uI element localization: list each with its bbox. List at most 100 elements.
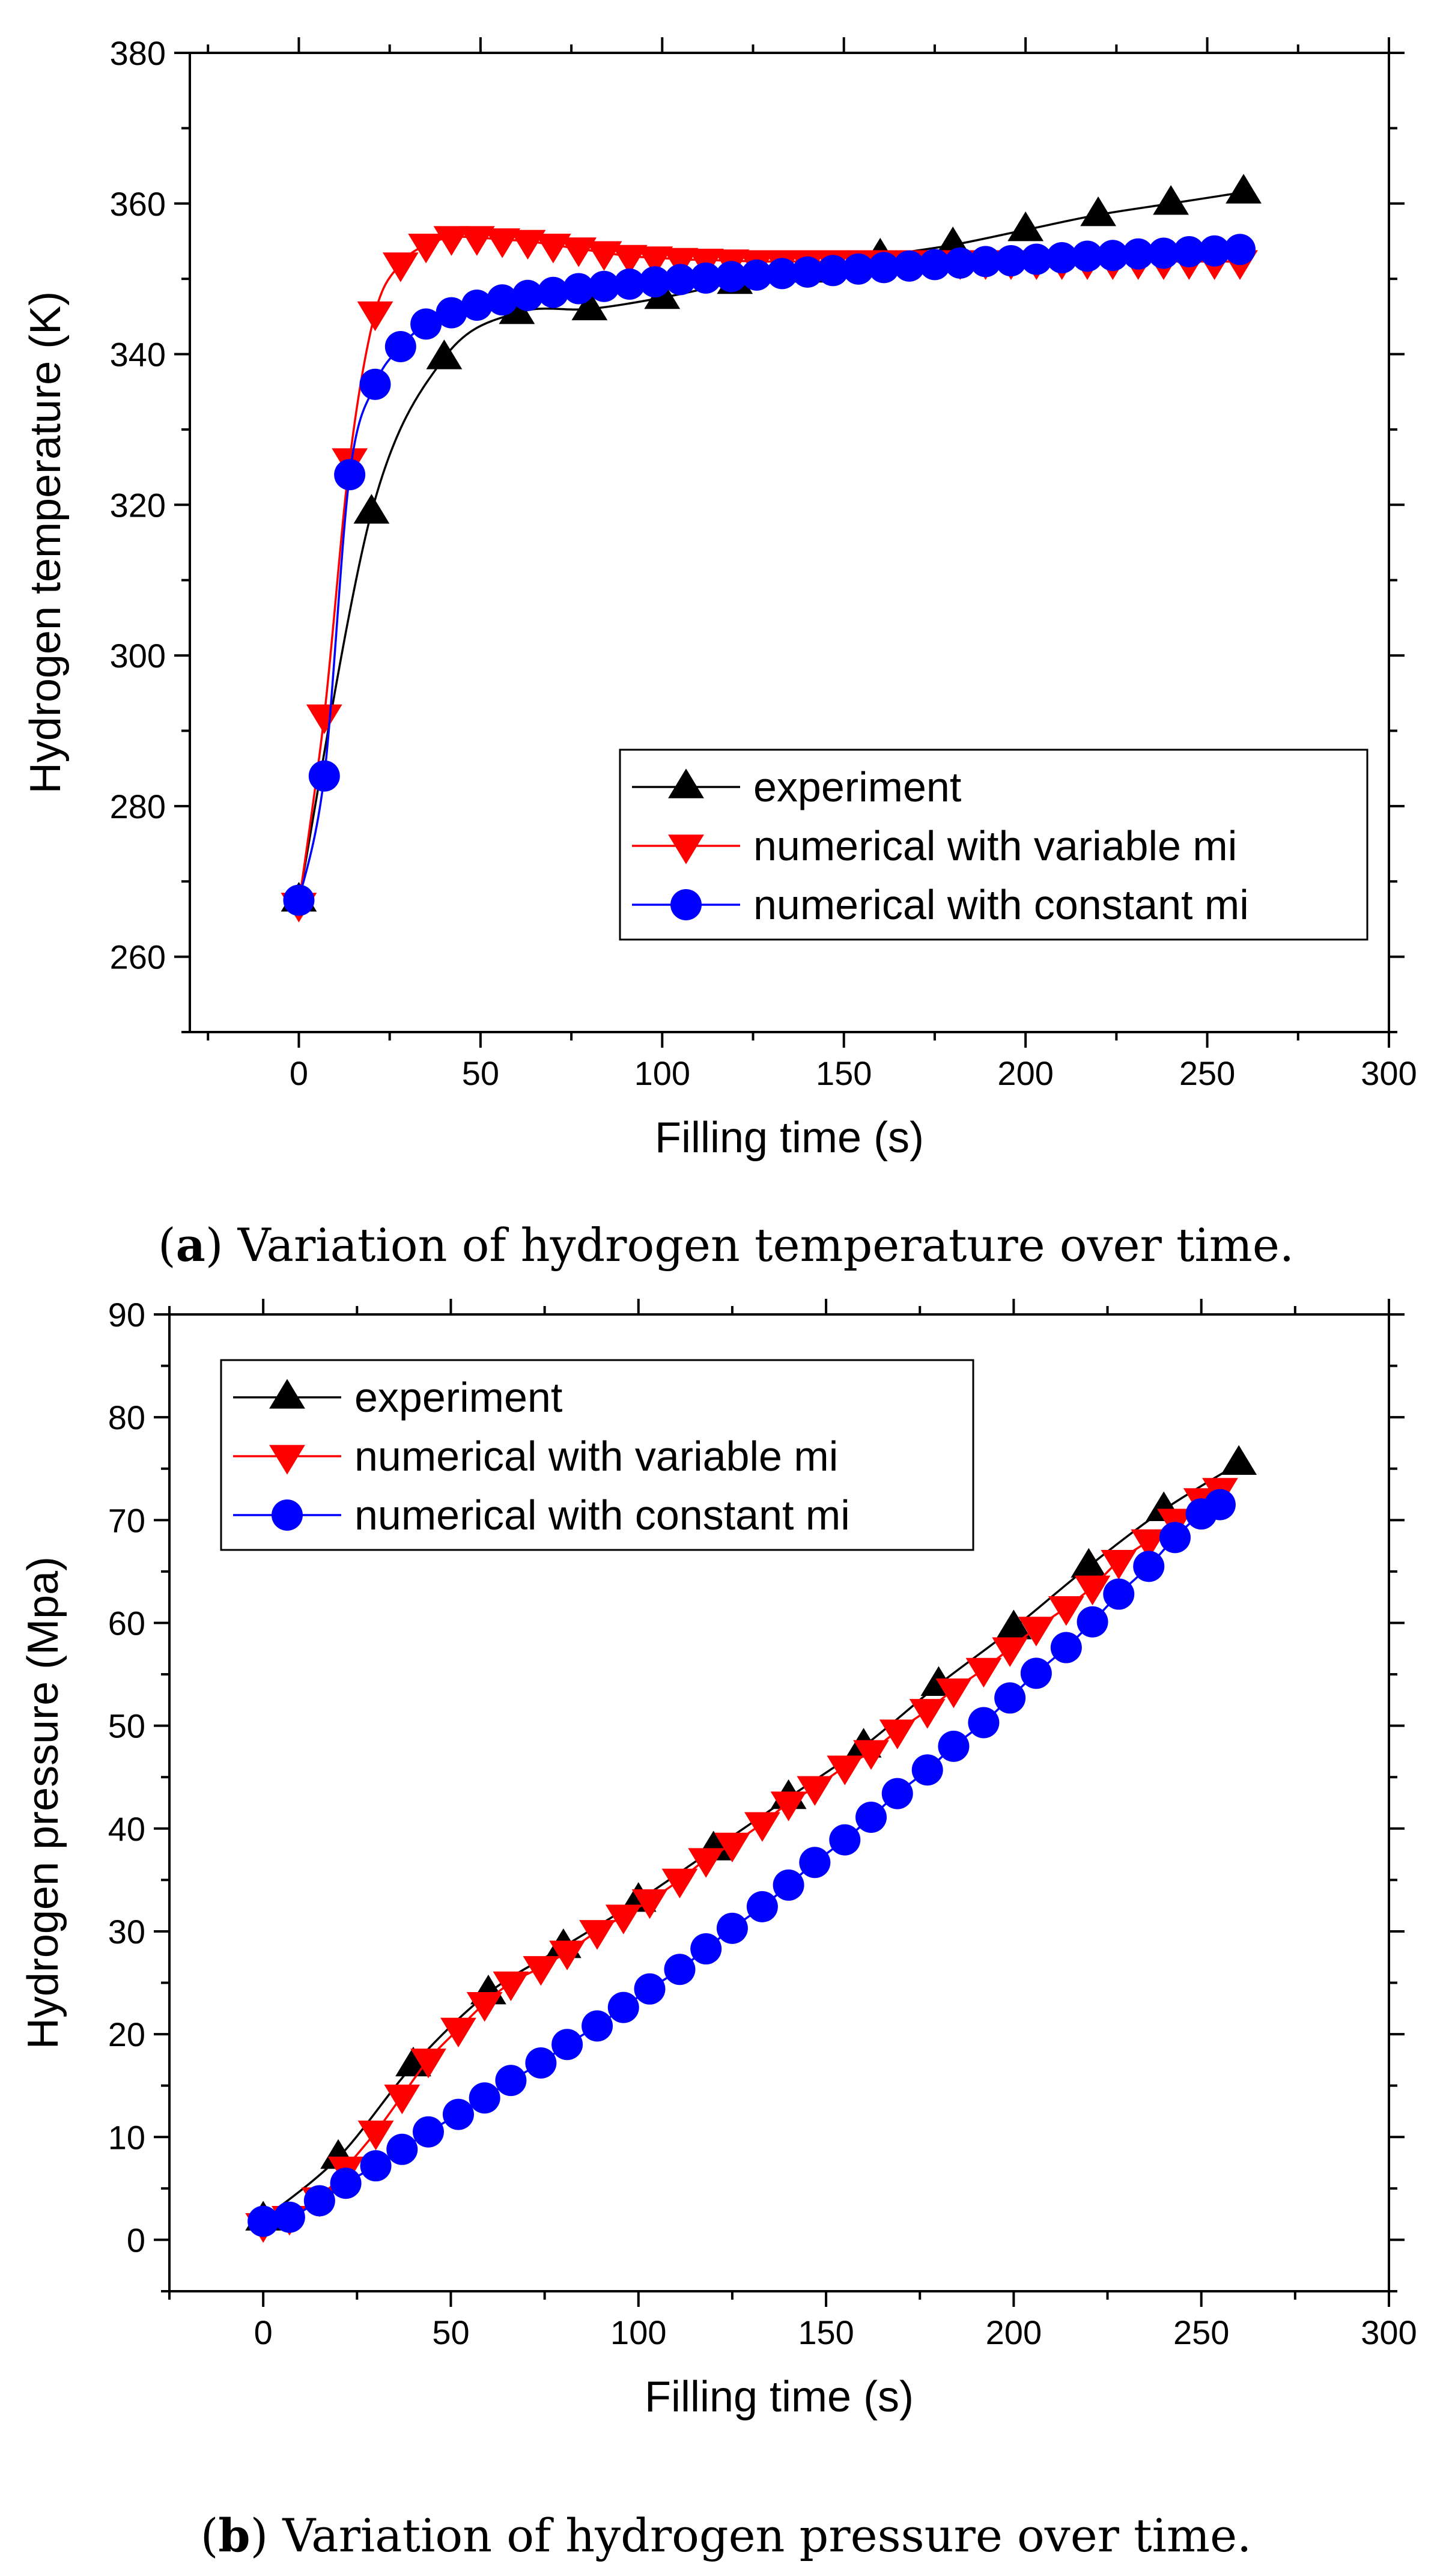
x-tick-label: 200 [997, 1054, 1053, 1092]
y-tick-label: 300 [110, 637, 166, 675]
data-point [1133, 1551, 1165, 1582]
data-point [537, 276, 569, 308]
caption-a-text: Variation of hydrogen temperature over t… [237, 1218, 1294, 1272]
data-point [893, 250, 925, 282]
caption-b-text: Variation of hydrogen pressure over time… [282, 2509, 1252, 2562]
data-point [1226, 174, 1262, 204]
data-point [662, 248, 699, 278]
data-point [639, 266, 671, 298]
series-numerical-with-constant-mi [248, 1489, 1236, 2237]
y-tick-label: 280 [110, 788, 166, 825]
x-tick-label: 300 [1361, 2313, 1417, 2351]
data-point [611, 245, 648, 275]
data-point [881, 1778, 913, 1809]
y-tick-label: 340 [110, 336, 166, 374]
data-point [770, 1791, 807, 1821]
data-point [688, 1848, 724, 1878]
legend-label: numerical with constant mi [354, 1492, 850, 1539]
data-point [817, 255, 849, 287]
data-point [1097, 240, 1129, 272]
plot-frame [168, 1313, 1390, 2292]
data-point [1046, 242, 1078, 274]
data-point [1204, 1489, 1236, 1520]
data-point [308, 760, 340, 792]
x-tick-label: 0 [254, 2313, 273, 2351]
data-point [1007, 211, 1044, 242]
data-point [357, 301, 393, 332]
legend-marker [272, 1499, 303, 1531]
caption-a: (a) Variation of hydrogen temperature ov… [158, 1218, 1294, 1272]
data-point [714, 1832, 750, 1863]
data-point [746, 1891, 778, 1922]
data-point [664, 264, 696, 296]
data-point [842, 253, 874, 285]
data-point [1103, 1578, 1135, 1610]
x-tick-label: 100 [634, 1054, 690, 1092]
data-point [1198, 235, 1230, 267]
data-point [1018, 1617, 1054, 1647]
legend-label: numerical with variable mi [753, 822, 1237, 869]
data-point [426, 339, 463, 369]
data-point [303, 2185, 335, 2217]
data-point [605, 1904, 642, 1934]
y-tick-label: 320 [110, 486, 166, 524]
data-point [579, 1920, 615, 1950]
legend-label: numerical with variable mi [354, 1433, 838, 1480]
data-point [458, 226, 495, 256]
data-point [634, 1973, 666, 2005]
legend-label: numerical with constant mi [753, 881, 1249, 928]
chart-temperature: 0 50 100 150 200 250 300 260 280 300 320 340 360 380 F… [22, 34, 1417, 1162]
data-point [306, 704, 342, 735]
data-point [792, 256, 824, 288]
y-tick-label: 30 [108, 1913, 145, 1951]
data-point [994, 1682, 1026, 1714]
legend-marker [668, 768, 704, 798]
data-point [607, 1991, 639, 2023]
data-point [273, 2201, 305, 2233]
data-point [330, 2167, 362, 2199]
plot-frame [189, 52, 1390, 1033]
data-point [525, 2047, 557, 2079]
data-point [1131, 1529, 1167, 1560]
data-point [509, 229, 546, 260]
data-point [799, 1847, 831, 1879]
data-point [637, 246, 673, 276]
data-point [744, 1812, 780, 1842]
data-point [382, 252, 419, 282]
caption-a-tag: a [175, 1218, 205, 1272]
y-tick-label: 360 [110, 185, 166, 223]
data-point [965, 1657, 1002, 1688]
series-line [263, 1504, 1221, 2223]
y-axis-title: Hydrogen pressure (Mpa) [19, 1557, 67, 2049]
data-point [1159, 1522, 1191, 1554]
x-axis-title: Filling time (s) [645, 2373, 914, 2421]
y-tick-label: 0 [127, 2221, 145, 2259]
data-point [664, 1954, 696, 1985]
data-point [661, 1868, 698, 1898]
x-tick-label: 250 [1179, 1054, 1235, 1092]
data-point [1071, 1548, 1107, 1578]
data-point [410, 2049, 446, 2079]
data-point [1020, 1657, 1052, 1689]
data-point [944, 247, 976, 279]
data-point [495, 2065, 527, 2097]
data-point [1074, 1575, 1111, 1606]
x-tick-label: 50 [432, 2313, 469, 2351]
x-tick-label: 50 [462, 1054, 499, 1092]
data-point [992, 1637, 1028, 1667]
data-point [995, 245, 1027, 277]
caption-b: (b) Variation of hydrogen pressure over … [200, 2509, 1252, 2562]
x-tick-label: 150 [816, 1054, 872, 1092]
data-point [551, 2029, 583, 2061]
data-point [919, 249, 950, 281]
tick-marks [174, 37, 1405, 1048]
data-point [938, 1730, 970, 1762]
data-point [741, 259, 773, 291]
data-point [970, 246, 1001, 278]
data-point [586, 241, 622, 271]
data-point [855, 1801, 887, 1833]
data-point [1050, 1632, 1082, 1663]
data-point [523, 1956, 559, 1986]
legend-marker [269, 1379, 305, 1409]
data-point [386, 2133, 418, 2165]
